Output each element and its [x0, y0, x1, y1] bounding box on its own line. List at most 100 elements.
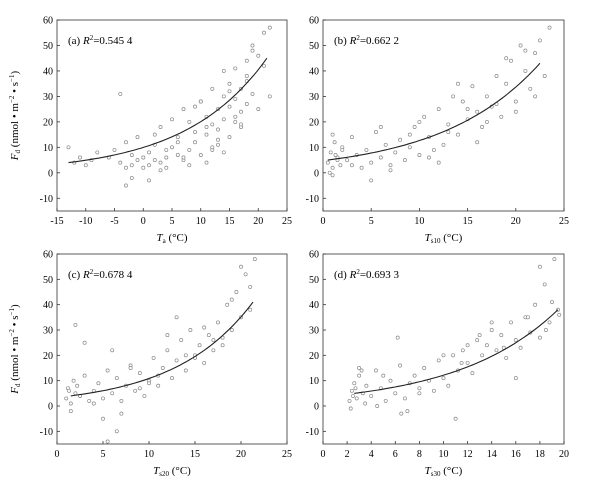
data-point	[267, 94, 272, 99]
data-point	[513, 376, 518, 381]
data-point	[129, 163, 134, 168]
y-axis-label: Fd (nmol • m−2 • s−1)	[8, 70, 22, 161]
y-tick-label: 10	[309, 376, 319, 387]
data-point	[124, 165, 128, 170]
data-point	[484, 94, 489, 99]
data-point	[234, 290, 239, 294]
data-point	[537, 335, 542, 340]
data-point	[383, 398, 388, 403]
data-point	[129, 153, 134, 157]
data-point	[158, 125, 163, 129]
data-point	[243, 272, 248, 277]
y-tick-label: -10	[306, 427, 319, 438]
data-point	[325, 160, 330, 165]
data-point	[252, 257, 257, 262]
data-point	[105, 368, 110, 373]
data-point	[174, 358, 179, 363]
y-tick-label: 50	[43, 275, 53, 286]
data-point	[509, 58, 513, 63]
data-point	[349, 135, 354, 140]
data-point	[460, 99, 465, 104]
data-point	[417, 386, 422, 391]
data-point	[233, 119, 238, 124]
data-point	[221, 150, 226, 155]
data-point	[364, 383, 369, 388]
data-point	[83, 163, 88, 168]
data-point	[405, 409, 410, 414]
data-point	[475, 338, 480, 343]
data-point	[244, 58, 249, 63]
data-point	[82, 340, 87, 345]
data-point	[118, 91, 123, 96]
data-point	[393, 150, 398, 155]
data-point	[349, 388, 354, 393]
data-point	[137, 386, 142, 391]
data-point	[513, 338, 518, 343]
data-point	[225, 302, 230, 307]
data-point	[124, 140, 128, 145]
data-point	[364, 147, 369, 152]
data-point	[64, 396, 69, 401]
data-point	[147, 178, 151, 183]
data-point	[459, 360, 464, 365]
data-point	[174, 315, 179, 320]
data-point	[229, 297, 234, 302]
data-point	[446, 130, 451, 135]
data-point	[436, 358, 441, 363]
data-point	[542, 74, 547, 78]
y-tick-label: 10	[309, 143, 319, 154]
data-point	[133, 388, 138, 393]
data-point	[181, 155, 186, 160]
fit-curve	[327, 62, 541, 161]
x-tick-label: 15	[463, 216, 473, 227]
y-tick-label: 40	[43, 300, 53, 311]
plot-frame	[56, 253, 288, 445]
data-point	[465, 107, 470, 112]
x-tick-label: 20	[253, 216, 263, 227]
x-tick-label: 4	[369, 449, 374, 460]
data-point	[375, 404, 380, 408]
data-point	[128, 366, 133, 370]
data-point	[494, 348, 499, 353]
y-tick-label: 60	[309, 16, 319, 27]
data-point	[75, 383, 80, 388]
data-point	[359, 165, 364, 170]
data-point	[436, 160, 441, 165]
data-point	[262, 30, 266, 35]
data-point	[460, 348, 465, 353]
data-point	[330, 132, 335, 137]
data-point	[533, 302, 538, 307]
data-point	[537, 38, 542, 43]
data-point	[417, 153, 422, 157]
data-point	[451, 94, 456, 99]
x-tick-label: 8	[417, 449, 422, 460]
data-point	[221, 68, 226, 73]
data-point	[118, 160, 123, 165]
data-point	[494, 74, 499, 78]
y-axis-label: Fd (nmol • m−2 • s−1)	[8, 304, 22, 395]
data-point	[233, 66, 238, 71]
data-point	[73, 322, 78, 327]
data-point	[480, 353, 485, 358]
data-point	[431, 147, 436, 152]
data-point	[110, 348, 115, 353]
data-point	[239, 109, 243, 114]
data-point	[142, 393, 147, 398]
data-point	[73, 391, 78, 396]
data-point	[227, 135, 232, 140]
data-point	[165, 333, 170, 338]
data-point	[198, 99, 203, 104]
y-tick-label: 20	[309, 351, 319, 362]
data-point	[378, 125, 383, 129]
data-point	[489, 320, 494, 325]
data-point	[267, 25, 272, 30]
x-tick-label: 12	[463, 449, 473, 460]
data-point	[211, 348, 216, 353]
panel-annotation: (d) R2=0.693 3	[334, 268, 400, 281]
data-point	[441, 353, 446, 358]
data-point	[206, 333, 211, 338]
data-point	[211, 338, 216, 343]
data-point	[480, 125, 485, 129]
